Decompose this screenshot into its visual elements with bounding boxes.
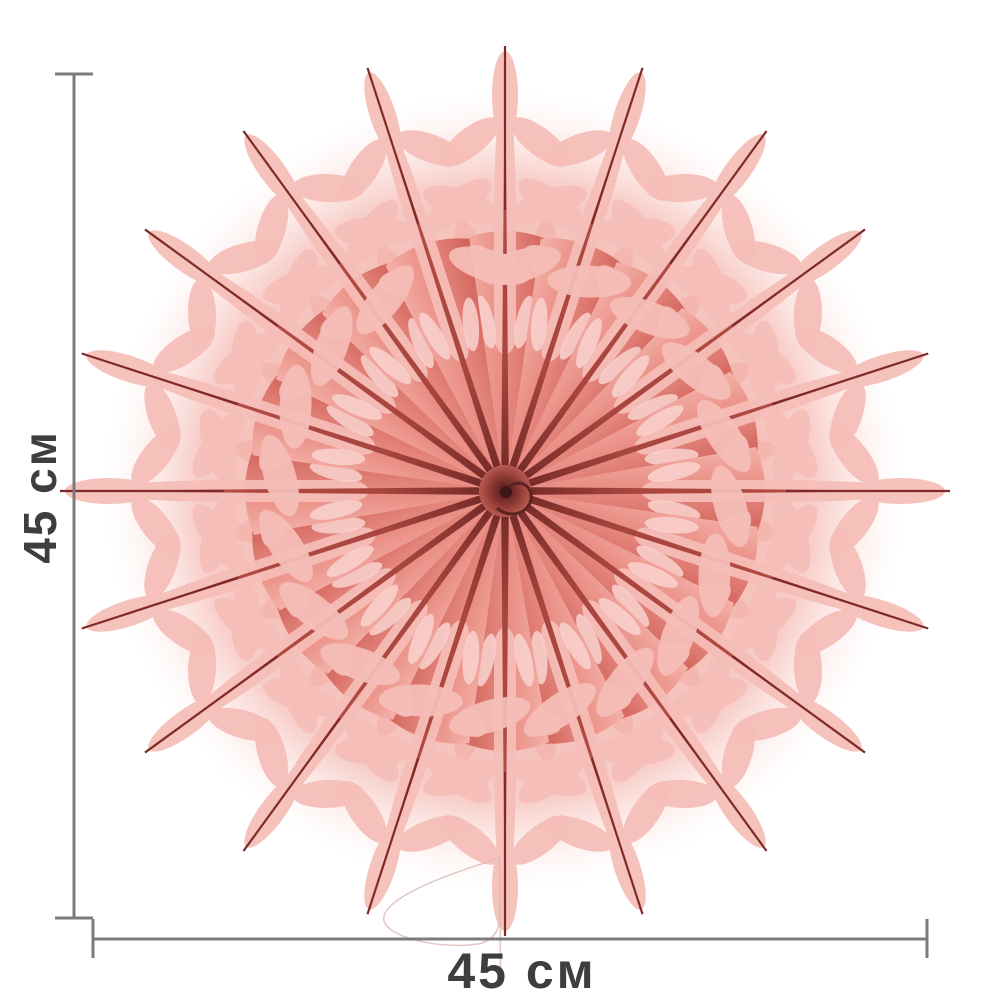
snowflake-center [479,465,533,517]
height-dimension-line [55,72,93,920]
hanging-thread [383,855,502,987]
width-label: 45 см [447,943,597,999]
height-label: 45 см [14,430,66,564]
width-dimension-line [91,919,929,958]
